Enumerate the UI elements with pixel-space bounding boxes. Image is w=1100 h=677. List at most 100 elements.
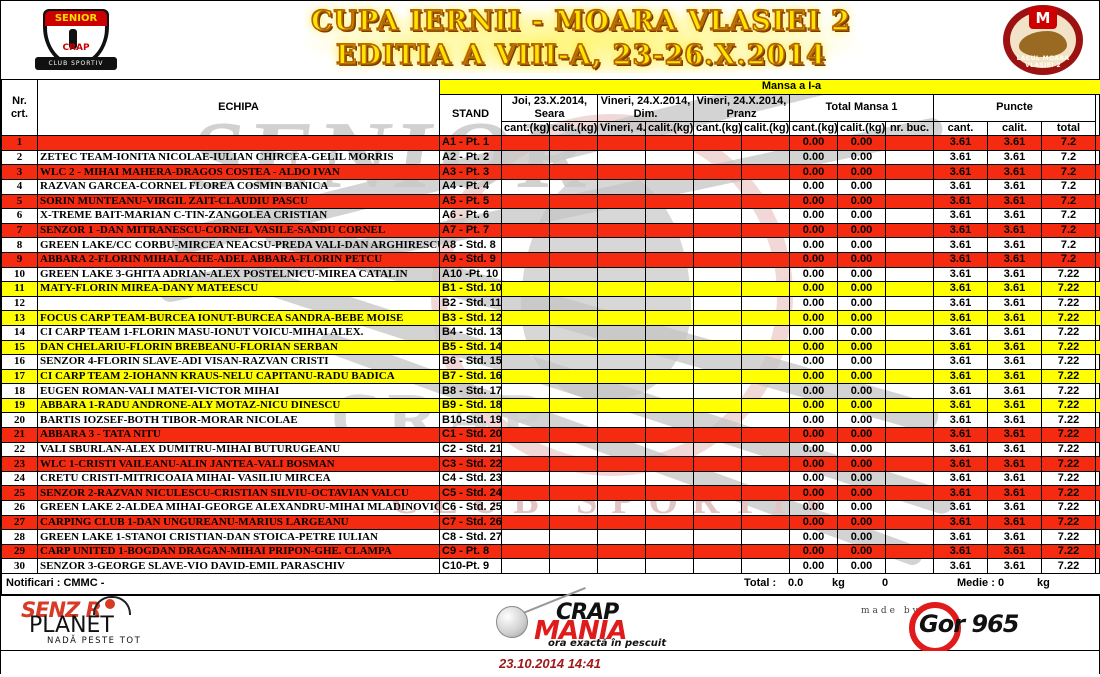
row-day-cell-2 [550,398,598,413]
row-total-cant: 0.00 [790,252,838,267]
row-puncte-total: 7.22 [1042,340,1096,355]
event-title-line1: CUPA IERNII - MOARA VLASIEI 2 [301,5,861,39]
row-day-cell-2 [550,223,598,238]
row-stand: A6 - Pt. 6 [440,209,502,224]
row-nr: 22 [2,442,38,457]
group-vineri-pranz: Vineri, 24.X.2014, Pranz [694,94,790,121]
row-total-calit: 0.00 [838,544,886,559]
row-nr: 29 [2,544,38,559]
total-value: 0.0 [788,577,803,589]
row-total-calit: 0.00 [838,384,886,399]
row-puncte-calit: 3.61 [988,501,1042,516]
row-day-cell-4 [646,369,694,384]
sub-total-cant: cant.(kg) [790,121,838,136]
row-total-cant: 0.00 [790,486,838,501]
row-total-cant: 0.00 [790,428,838,443]
row-day-cell-6 [742,428,790,443]
row-puncte-cant: 3.61 [934,340,988,355]
row-total-nrbuc [886,209,934,224]
group-vineri-dim-line2: Dim. [600,108,691,121]
row-day-cell-5 [694,384,742,399]
row-day-cell-2 [550,311,598,326]
row-total-cant: 0.00 [790,369,838,384]
row-total-cant: 0.00 [790,544,838,559]
banner-row: Nr. crt. ECHIPA Mansa a I-a [2,80,1100,95]
row-day-cell-6 [742,384,790,399]
row-day-cell-4 [646,471,694,486]
row-day-cell-2 [550,296,598,311]
col-nr-line2: crt. [4,108,35,121]
row-puncte-cant: 3.61 [934,384,988,399]
row-day-cell-4 [646,413,694,428]
row-loc-sector: 1 [1096,559,1100,574]
row-total-calit: 0.00 [838,238,886,253]
row-day-cell-6 [742,325,790,340]
row-puncte-calit: 3.61 [988,486,1042,501]
row-puncte-cant: 3.61 [934,559,988,574]
row-nr: 4 [2,179,38,194]
row-day-cell-1 [502,238,550,253]
row-nr: 14 [2,325,38,340]
row-nr: 1 [2,136,38,151]
row-day-cell-5 [694,179,742,194]
table-row[interactable]: 1A1 - Pt. 10.000.003.613.617.21 [2,136,1100,151]
row-day-cell-6 [742,209,790,224]
row-team-name: SENZOR 3-GEORGE SLAVE-VIO DAVID-EMIL PAR… [38,559,440,574]
row-day-cell-4 [646,501,694,516]
row-total-nrbuc [886,179,934,194]
row-total-cant: 0.00 [790,223,838,238]
row-puncte-cant: 3.61 [934,165,988,180]
group-vineri-pranz-line1: Vineri, 24.X.2014, [696,95,787,108]
row-day-cell-1 [502,355,550,370]
row-day-cell-4 [646,267,694,282]
row-day-cell-4 [646,355,694,370]
row-total-calit: 0.00 [838,150,886,165]
row-day-cell-6 [742,238,790,253]
row-stand: B2 - Std. 11 [440,296,502,311]
row-total-calit: 0.00 [838,179,886,194]
row-total-cant: 0.00 [790,515,838,530]
row-day-cell-5 [694,369,742,384]
row-total-cant: 0.00 [790,340,838,355]
row-puncte-cant: 3.61 [934,515,988,530]
row-total-cant: 0.00 [790,282,838,297]
row-day-cell-1 [502,501,550,516]
row-team-name: SENZOR 4-FLORIN SLAVE-ADI VISAN-RAZVAN C… [38,355,440,370]
row-day-cell-1 [502,150,550,165]
row-day-cell-5 [694,325,742,340]
row-total-calit: 0.00 [838,165,886,180]
row-day-cell-5 [694,413,742,428]
row-puncte-total: 7.2 [1042,223,1096,238]
timestamp-text: 23.10.2014 14:41 [499,656,601,671]
row-day-cell-2 [550,486,598,501]
